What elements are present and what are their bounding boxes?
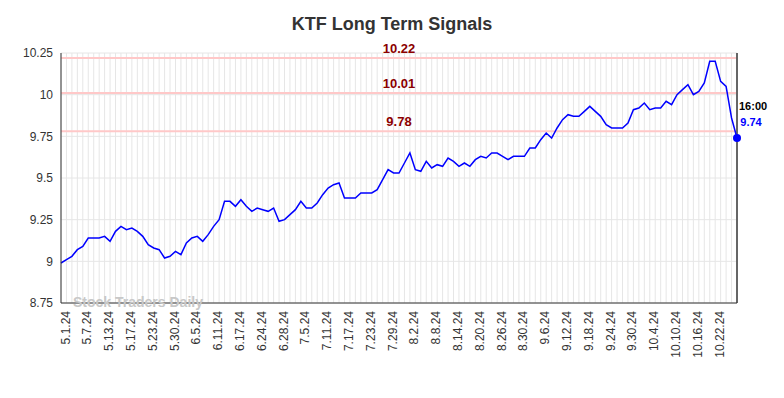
- svg-text:5.23.24: 5.23.24: [146, 311, 160, 351]
- svg-text:7.5.24: 7.5.24: [298, 311, 312, 345]
- svg-text:9.25: 9.25: [30, 213, 54, 227]
- html-text:KTF Long Term Signals: KTF Long Term Signals: [291, 14, 493, 34]
- svg-text:6.5.24: 6.5.24: [189, 311, 203, 345]
- svg-text:9: 9: [46, 255, 53, 269]
- svg-text:6.11.24: 6.11.24: [211, 311, 225, 350]
- svg-text:10.01: 10.01: [383, 76, 416, 91]
- svg-text:9.24.24: 9.24.24: [604, 311, 618, 351]
- svg-text:8.14.24: 8.14.24: [451, 311, 465, 351]
- svg-text:7.17.24: 7.17.24: [342, 311, 356, 351]
- svg-text:9.75: 9.75: [30, 130, 54, 144]
- svg-text:9.74: 9.74: [740, 116, 762, 128]
- svg-text:9.12.24: 9.12.24: [560, 311, 574, 351]
- svg-text:6.17.24: 6.17.24: [233, 311, 247, 351]
- svg-text:9.5: 9.5: [36, 171, 53, 185]
- svg-text:7.23.24: 7.23.24: [364, 311, 378, 351]
- svg-text:10.4.24: 10.4.24: [647, 311, 661, 351]
- svg-text:9.30.24: 9.30.24: [625, 311, 639, 351]
- svg-text:6.24.24: 6.24.24: [255, 311, 269, 351]
- svg-text:6.28.24: 6.28.24: [277, 311, 291, 351]
- svg-text:5.7.24: 5.7.24: [80, 311, 94, 345]
- svg-text:10.16.24: 10.16.24: [691, 311, 705, 358]
- html-text:Stock Traders Daily: Stock Traders Daily: [73, 294, 203, 310]
- svg-text:9.6.24: 9.6.24: [538, 311, 552, 345]
- svg-text:5.30.24: 5.30.24: [168, 311, 182, 351]
- svg-text:5.1.24: 5.1.24: [59, 311, 73, 345]
- svg-text:8.20.24: 8.20.24: [473, 311, 487, 351]
- svg-text:10: 10: [40, 88, 54, 102]
- svg-text:10.10.24: 10.10.24: [669, 311, 683, 358]
- svg-text:8.26.24: 8.26.24: [495, 311, 509, 351]
- svg-text:16:00: 16:00: [739, 100, 767, 112]
- svg-text:10.25: 10.25: [23, 46, 53, 60]
- svg-text:8.8.24: 8.8.24: [429, 311, 443, 345]
- svg-text:8.30.24: 8.30.24: [516, 311, 530, 351]
- svg-text:5.17.24: 5.17.24: [124, 311, 138, 351]
- svg-text:8.75: 8.75: [30, 296, 54, 310]
- svg-text:7.11.24: 7.11.24: [320, 311, 334, 350]
- svg-text:7.29.24: 7.29.24: [386, 311, 400, 351]
- svg-text:10.22: 10.22: [383, 41, 416, 56]
- svg-text:10.22.24: 10.22.24: [713, 311, 727, 358]
- svg-text:9.18.24: 9.18.24: [582, 311, 596, 351]
- svg-text:9.78: 9.78: [386, 114, 411, 129]
- svg-text:8.2.24: 8.2.24: [407, 311, 421, 345]
- svg-text:5.13.24: 5.13.24: [102, 311, 116, 351]
